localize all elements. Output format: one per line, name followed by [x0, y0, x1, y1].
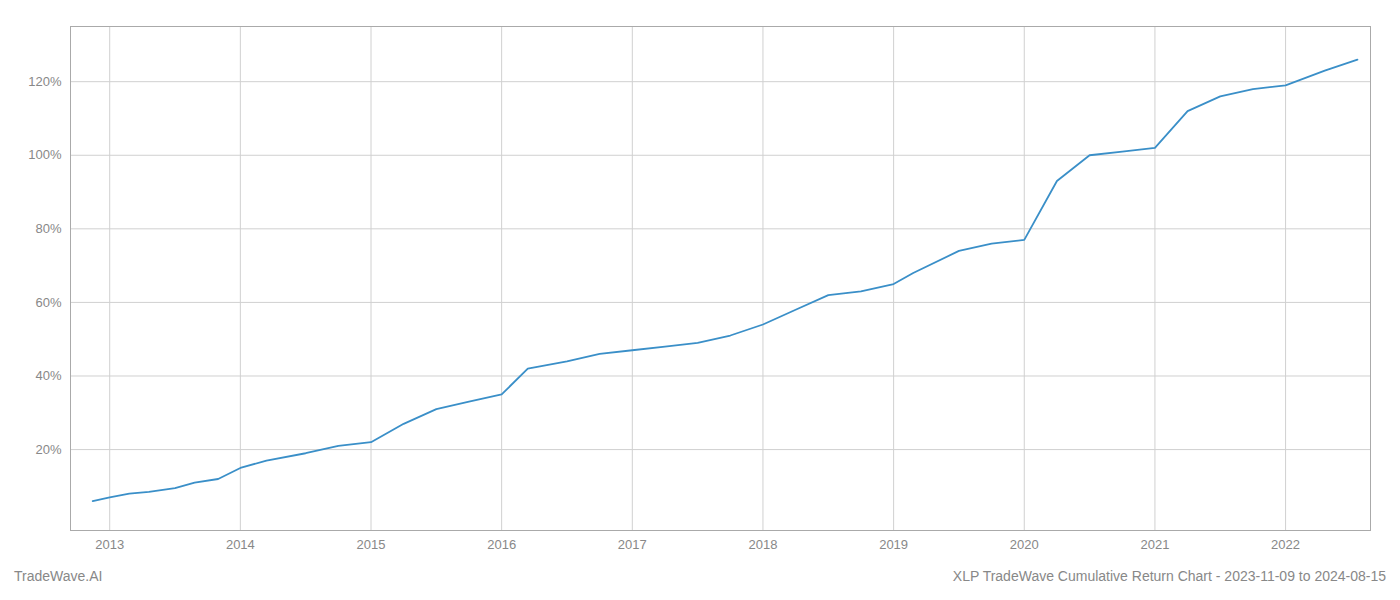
svg-text:120%: 120%: [28, 74, 62, 89]
svg-text:40%: 40%: [35, 368, 61, 383]
svg-text:20%: 20%: [35, 442, 61, 457]
svg-text:2015: 2015: [357, 537, 386, 552]
svg-text:2020: 2020: [1010, 537, 1039, 552]
html-text:TradeWave.AI: TradeWave.AI: [14, 568, 103, 584]
svg-text:2018: 2018: [749, 537, 778, 552]
svg-text:2022: 2022: [1271, 537, 1300, 552]
svg-text:80%: 80%: [35, 221, 61, 236]
svg-text:2013: 2013: [95, 537, 124, 552]
svg-text:2017: 2017: [618, 537, 647, 552]
svg-text:60%: 60%: [35, 295, 61, 310]
svg-text:2014: 2014: [226, 537, 255, 552]
html-text:XLP TradeWave Cumulative Retur: XLP TradeWave Cumulative Return Chart - …: [952, 568, 1386, 584]
svg-text:2021: 2021: [1140, 537, 1169, 552]
svg-text:100%: 100%: [28, 147, 62, 162]
svg-text:2019: 2019: [879, 537, 908, 552]
svg-text:2016: 2016: [487, 537, 516, 552]
